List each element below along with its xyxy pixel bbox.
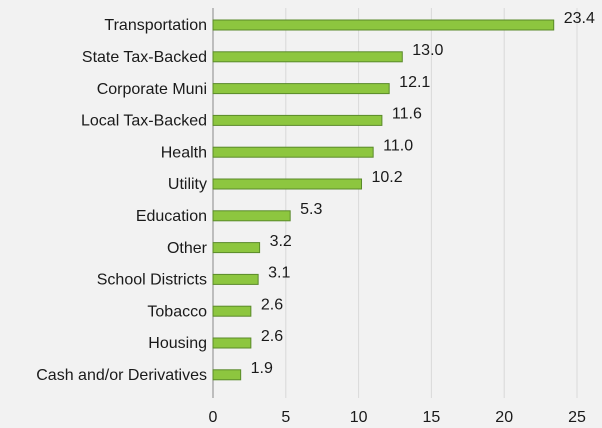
y-tick-label: Utility	[168, 176, 207, 193]
value-label: 3.2	[270, 233, 292, 250]
value-label: 5.3	[300, 201, 322, 218]
bar	[212, 114, 383, 126]
value-label: 23.4	[564, 10, 595, 27]
value-label: 3.1	[268, 265, 290, 282]
bar	[212, 83, 390, 95]
value-label: 2.6	[261, 328, 283, 345]
value-label: 11.6	[392, 106, 422, 123]
value-label: 1.9	[251, 360, 273, 377]
bar	[212, 210, 291, 222]
value-label: 10.2	[372, 169, 403, 186]
bar	[212, 369, 242, 381]
y-tick-label: Education	[136, 208, 207, 225]
bar	[212, 242, 261, 254]
value-label: 13.0	[412, 42, 443, 59]
y-tick-label: State Tax-Backed	[82, 49, 207, 66]
bar	[212, 273, 259, 285]
y-tick-label: Corporate Muni	[97, 81, 207, 98]
bar	[212, 337, 252, 349]
y-tick-label: Cash and/or Derivatives	[36, 367, 207, 384]
bar	[212, 178, 363, 190]
y-tick-label: Tobacco	[147, 303, 207, 320]
bar	[212, 305, 252, 317]
x-tick-label: 20	[495, 409, 513, 426]
y-tick-label: Health	[161, 144, 207, 161]
x-tick-label: 10	[350, 409, 368, 426]
bar	[212, 19, 555, 31]
x-tick-label: 25	[568, 409, 586, 426]
y-tick-label: School Districts	[97, 272, 207, 289]
value-label: 12.1	[399, 74, 430, 91]
value-label: 2.6	[261, 296, 283, 313]
value-label: 11.0	[383, 137, 413, 154]
x-tick-label: 15	[423, 409, 441, 426]
bar	[212, 51, 403, 63]
x-tick-label: 5	[281, 409, 290, 426]
y-tick-label: Local Tax-Backed	[81, 113, 207, 130]
y-tick-label: Housing	[148, 335, 207, 352]
bar	[212, 146, 374, 158]
y-tick-label: Other	[167, 240, 208, 257]
x-tick-label: 0	[209, 409, 218, 426]
y-tick-label: Transportation	[104, 17, 207, 34]
